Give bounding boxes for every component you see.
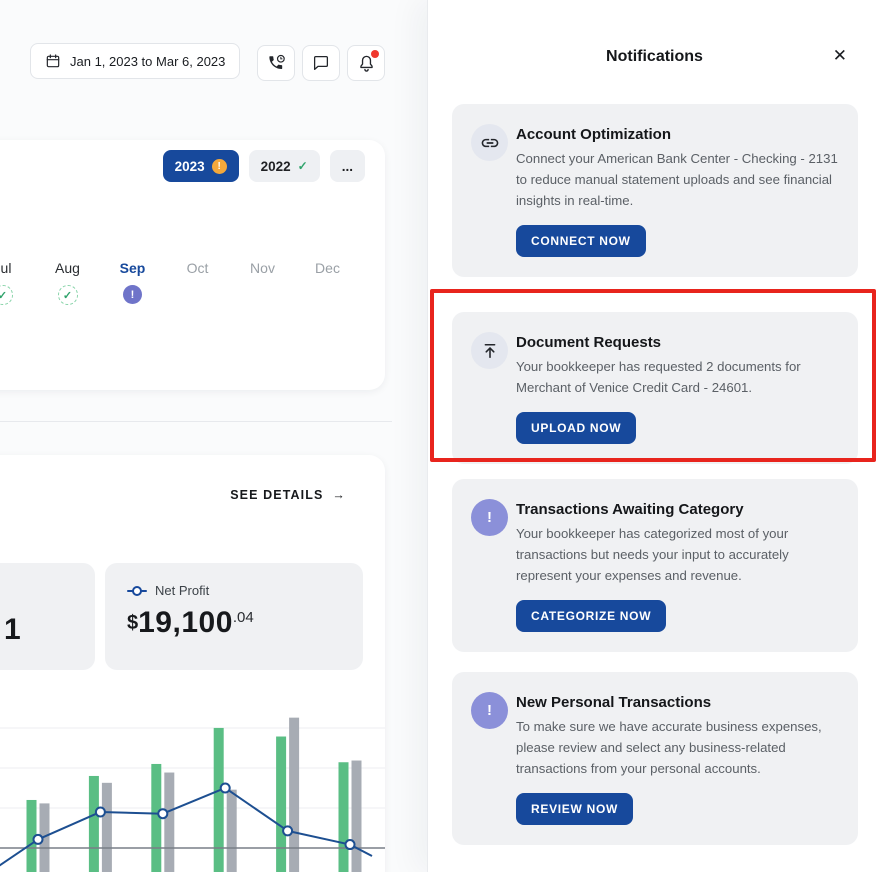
month-status-check-icon: ✓ xyxy=(57,285,78,305)
stat-box-left: 1 xyxy=(0,563,95,670)
net-profit-label: Net Profit xyxy=(155,583,210,598)
month-label: Oct xyxy=(186,260,209,276)
section-divider xyxy=(0,421,392,422)
year-tab-label: 2023 xyxy=(174,158,205,174)
chat-button[interactable] xyxy=(302,45,340,81)
unread-notifications-dot xyxy=(371,50,379,58)
notification-title: Account Optimization xyxy=(516,126,671,143)
chat-icon xyxy=(312,54,330,72)
check-badge-icon: ✓ xyxy=(297,159,308,173)
alert-icon: ! xyxy=(471,692,508,729)
month-nov[interactable]: Nov xyxy=(230,260,295,305)
arrow-right-icon: → xyxy=(332,488,346,502)
month-label: Nov xyxy=(250,260,275,276)
close-icon[interactable]: ✕ xyxy=(829,42,851,70)
notification-body: Your bookkeeper has requested 2 document… xyxy=(516,359,801,395)
year-tab-2022[interactable]: 2022 ✓ xyxy=(248,150,320,182)
notification-body: Your bookkeeper has categorized most of … xyxy=(516,526,789,583)
month-label: Aug xyxy=(55,260,80,276)
month-sep[interactable]: Sep! xyxy=(100,260,165,305)
panel-title: Notifications xyxy=(606,48,703,65)
month-status-check-icon: ✓ xyxy=(0,285,13,305)
notifications-button[interactable] xyxy=(347,45,385,81)
notifications-panel: Notifications ✕ Account Optimization Conn… xyxy=(427,0,880,872)
notification-card-2: Document Requests Your bookkeeper has req… xyxy=(452,312,858,464)
notification-title: New Personal Transactions xyxy=(516,694,712,711)
notification-card-1: Account Optimization Connect your America… xyxy=(452,104,858,277)
see-details-label: SEE DETAILS xyxy=(230,488,324,502)
months-row: Jul ✓ Aug ✓ Sep! Oct Nov Dec xyxy=(0,260,360,305)
connect-now-button[interactable]: CONNECT NOW xyxy=(516,224,646,257)
month-label: Sep xyxy=(119,260,146,276)
see-details-link[interactable]: SEE DETAILS → xyxy=(224,487,352,503)
call-history-button[interactable] xyxy=(257,45,295,81)
notification-body: Connect your American Bank Center - Chec… xyxy=(516,151,838,208)
upload-now-button[interactable]: UPLOAD NOW xyxy=(516,411,637,444)
profit-loss-card: SEE DETAILS → 1 Net Profit $19,100.04 xyxy=(0,455,385,872)
period-selector-card: 2023! 2022 ✓... Jul ✓ Aug ✓ Sep! Oct Nov Dec xyxy=(0,140,385,390)
notification-card-3: ! Transactions Awaiting Category Your book… xyxy=(452,479,858,652)
month-label: Dec xyxy=(315,260,340,276)
year-tab-label: 2022 xyxy=(260,158,291,174)
notification-title: Transactions Awaiting Category xyxy=(516,501,744,518)
categorize-now-button[interactable]: CATEGORIZE NOW xyxy=(516,599,667,632)
net-profit-cents: .04 xyxy=(232,609,254,626)
notification-body: To make sure we have accurate business e… xyxy=(516,719,822,776)
upload-icon xyxy=(471,332,508,369)
month-dec[interactable]: Dec xyxy=(295,260,360,305)
month-oct[interactable]: Oct xyxy=(165,260,230,305)
year-tab-label: ... xyxy=(341,158,353,174)
notification-card-4: ! New Personal Transactions To make sure w… xyxy=(452,672,858,845)
review-now-button[interactable]: REVIEW NOW xyxy=(516,792,633,825)
date-range-picker[interactable]: Jan 1, 2023 to Mar 6, 2023 xyxy=(30,43,241,79)
month-status-alert-icon: ! xyxy=(123,285,142,304)
phone-clock-icon xyxy=(267,54,286,73)
month-jul[interactable]: Jul ✓ xyxy=(0,260,35,305)
date-range-label: Jan 1, 2023 to Mar 6, 2023 xyxy=(70,53,226,69)
alert-badge-icon: ! xyxy=(211,158,227,174)
profit-chart xyxy=(0,717,385,872)
currency-symbol: $ xyxy=(127,612,139,634)
month-aug[interactable]: Aug ✓ xyxy=(35,260,100,305)
notification-title: Document Requests xyxy=(516,334,662,351)
calendar-icon xyxy=(45,53,61,69)
year-tab-[interactable]: ... xyxy=(329,150,365,182)
bell-icon xyxy=(357,54,376,73)
month-label: Jul xyxy=(0,260,12,276)
year-tabs: 2023! 2022 ✓... xyxy=(162,150,365,182)
net-profit-value: $19,100.04 xyxy=(127,606,341,640)
net-profit-stat-box: Net Profit $19,100.04 xyxy=(105,563,363,670)
stat-left-value: 1 xyxy=(4,613,21,646)
net-profit-whole: 19,100 xyxy=(138,606,233,639)
year-tab-2023[interactable]: 2023! xyxy=(162,150,239,182)
link-icon xyxy=(471,124,508,161)
line-marker-icon xyxy=(127,585,147,596)
alert-icon: ! xyxy=(471,499,508,536)
